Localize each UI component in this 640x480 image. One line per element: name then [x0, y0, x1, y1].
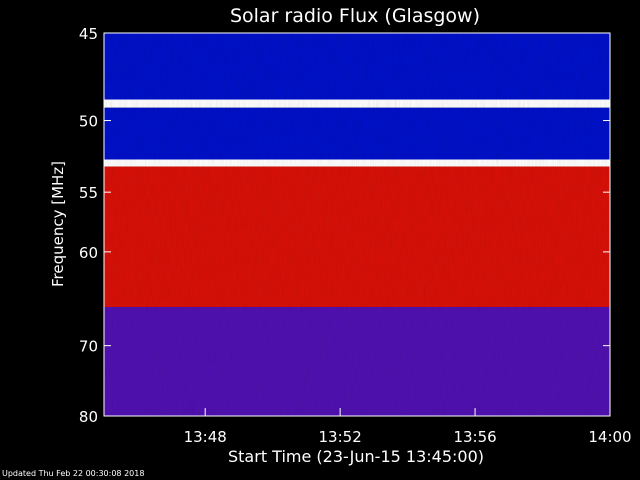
y-tick-label: 50 [79, 113, 98, 131]
y-axis-label: Frequency [MHz] [49, 161, 67, 287]
y-tick-label: 80 [79, 408, 98, 426]
x-tick-label: 13:48 [184, 428, 227, 446]
axis-ticks: 45 50 55 60 70 80 13:48 13:52 13:56 14:00 [79, 25, 632, 446]
x-tick-label: 13:56 [453, 428, 496, 446]
y-tick-label: 45 [79, 25, 98, 43]
x-tick-label: 13:52 [319, 428, 362, 446]
y-tick-label: 55 [79, 184, 98, 202]
noise-texture [104, 33, 610, 416]
spectrogram-heatmap [104, 33, 610, 416]
y-tick-label: 70 [79, 338, 98, 356]
x-axis-label: Start Time (23-Jun-15 13:45:00) [228, 447, 484, 466]
chart-title: Solar radio Flux (Glasgow) [230, 5, 480, 27]
updated-timestamp: Updated Thu Feb 22 00:30:08 2018 [2, 469, 145, 478]
plot-frame [103, 32, 611, 417]
y-tick-label: 60 [79, 244, 98, 262]
x-tick-label: 14:00 [588, 428, 631, 446]
